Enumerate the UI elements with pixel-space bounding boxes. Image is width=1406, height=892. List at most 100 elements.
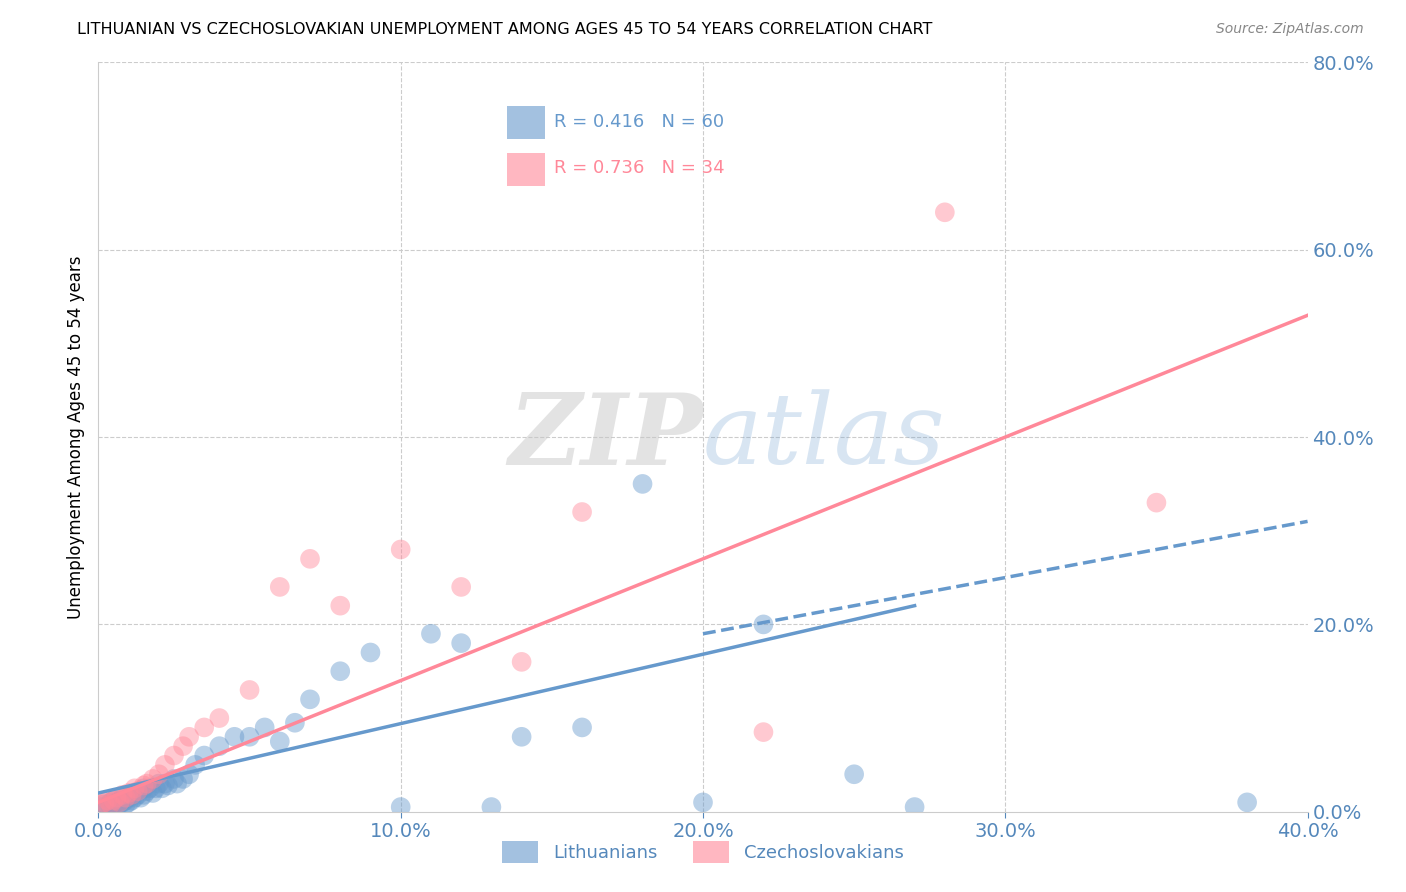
Point (934, 205, 956, 219)
Point (450, 580, 472, 594)
Point (299, 692, 322, 706)
Point (105, 800, 128, 814)
Point (253, 721, 276, 735)
Point (1144, 496, 1167, 510)
Point (93, 796, 115, 810)
Point (450, 636, 472, 650)
Text: ZIP: ZIP (508, 389, 703, 485)
Point (100, 800, 122, 814)
Point (103, 793, 125, 807)
Point (179, 767, 201, 781)
Point (132, 779, 155, 793)
Point (96, 800, 118, 814)
Point (114, 790, 136, 805)
Text: Source: ZipAtlas.com: Source: ZipAtlas.com (1216, 22, 1364, 37)
Point (166, 776, 188, 791)
Point (96, 793, 118, 807)
Point (299, 551, 322, 566)
Point (904, 800, 927, 814)
Point (135, 776, 157, 791)
Point (127, 784, 149, 798)
Point (239, 730, 262, 744)
Point (90, 800, 112, 814)
Point (631, 476, 654, 491)
Point (184, 758, 207, 772)
Point (103, 797, 125, 812)
Point (118, 786, 141, 800)
Point (142, 772, 165, 786)
Point (224, 730, 246, 744)
Point (163, 772, 186, 786)
Point (105, 790, 128, 805)
Point (111, 796, 134, 810)
Point (360, 646, 382, 660)
Text: atlas: atlas (703, 390, 946, 484)
Point (145, 781, 167, 796)
Point (121, 793, 143, 807)
Point (153, 776, 176, 791)
Point (114, 793, 136, 807)
Point (208, 711, 231, 725)
Point (121, 788, 143, 802)
Point (118, 796, 141, 810)
Point (193, 721, 215, 735)
Point (329, 664, 352, 679)
Point (752, 617, 775, 632)
Point (420, 626, 443, 640)
Point (163, 748, 186, 763)
Point (239, 683, 262, 698)
Y-axis label: Unemployment Among Ages 45 to 54 years: Unemployment Among Ages 45 to 54 years (66, 255, 84, 619)
Point (127, 788, 149, 802)
Point (103, 793, 125, 807)
Point (114, 797, 136, 812)
Point (571, 505, 593, 519)
Point (510, 655, 533, 669)
Point (269, 734, 291, 748)
Point (571, 721, 593, 735)
Point (139, 781, 162, 796)
Point (153, 758, 176, 772)
Point (172, 739, 194, 753)
Point (121, 788, 143, 802)
Point (148, 776, 170, 791)
Point (389, 800, 412, 814)
Point (150, 781, 173, 796)
Point (284, 715, 307, 730)
Legend: Lithuanians, Czechoslovakians: Lithuanians, Czechoslovakians (495, 834, 911, 870)
Point (172, 772, 194, 786)
Point (108, 796, 131, 810)
Point (752, 725, 775, 739)
Point (193, 748, 215, 763)
Point (269, 580, 291, 594)
Point (108, 793, 131, 807)
Point (124, 781, 146, 796)
Point (132, 781, 155, 796)
Point (124, 790, 146, 805)
Point (135, 784, 157, 798)
Point (129, 790, 152, 805)
Point (148, 767, 170, 781)
Text: LITHUANIAN VS CZECHOSLOVAKIAN UNEMPLOYMENT AMONG AGES 45 TO 54 YEARS CORRELATION: LITHUANIAN VS CZECHOSLOVAKIAN UNEMPLOYME… (77, 22, 932, 37)
Point (179, 730, 201, 744)
Point (844, 767, 866, 781)
Point (108, 797, 131, 812)
Point (111, 788, 134, 802)
Point (100, 796, 122, 810)
Point (481, 800, 503, 814)
Point (208, 739, 231, 753)
Point (389, 542, 412, 557)
Point (156, 779, 179, 793)
Point (1236, 796, 1258, 810)
Point (510, 730, 533, 744)
Point (118, 790, 141, 805)
Point (329, 599, 352, 613)
Point (105, 796, 128, 810)
Point (124, 786, 146, 800)
Point (90, 797, 112, 812)
Point (100, 797, 122, 812)
Point (692, 796, 714, 810)
Point (132, 788, 155, 802)
Point (111, 790, 134, 805)
Point (142, 786, 165, 800)
Point (93, 797, 115, 812)
